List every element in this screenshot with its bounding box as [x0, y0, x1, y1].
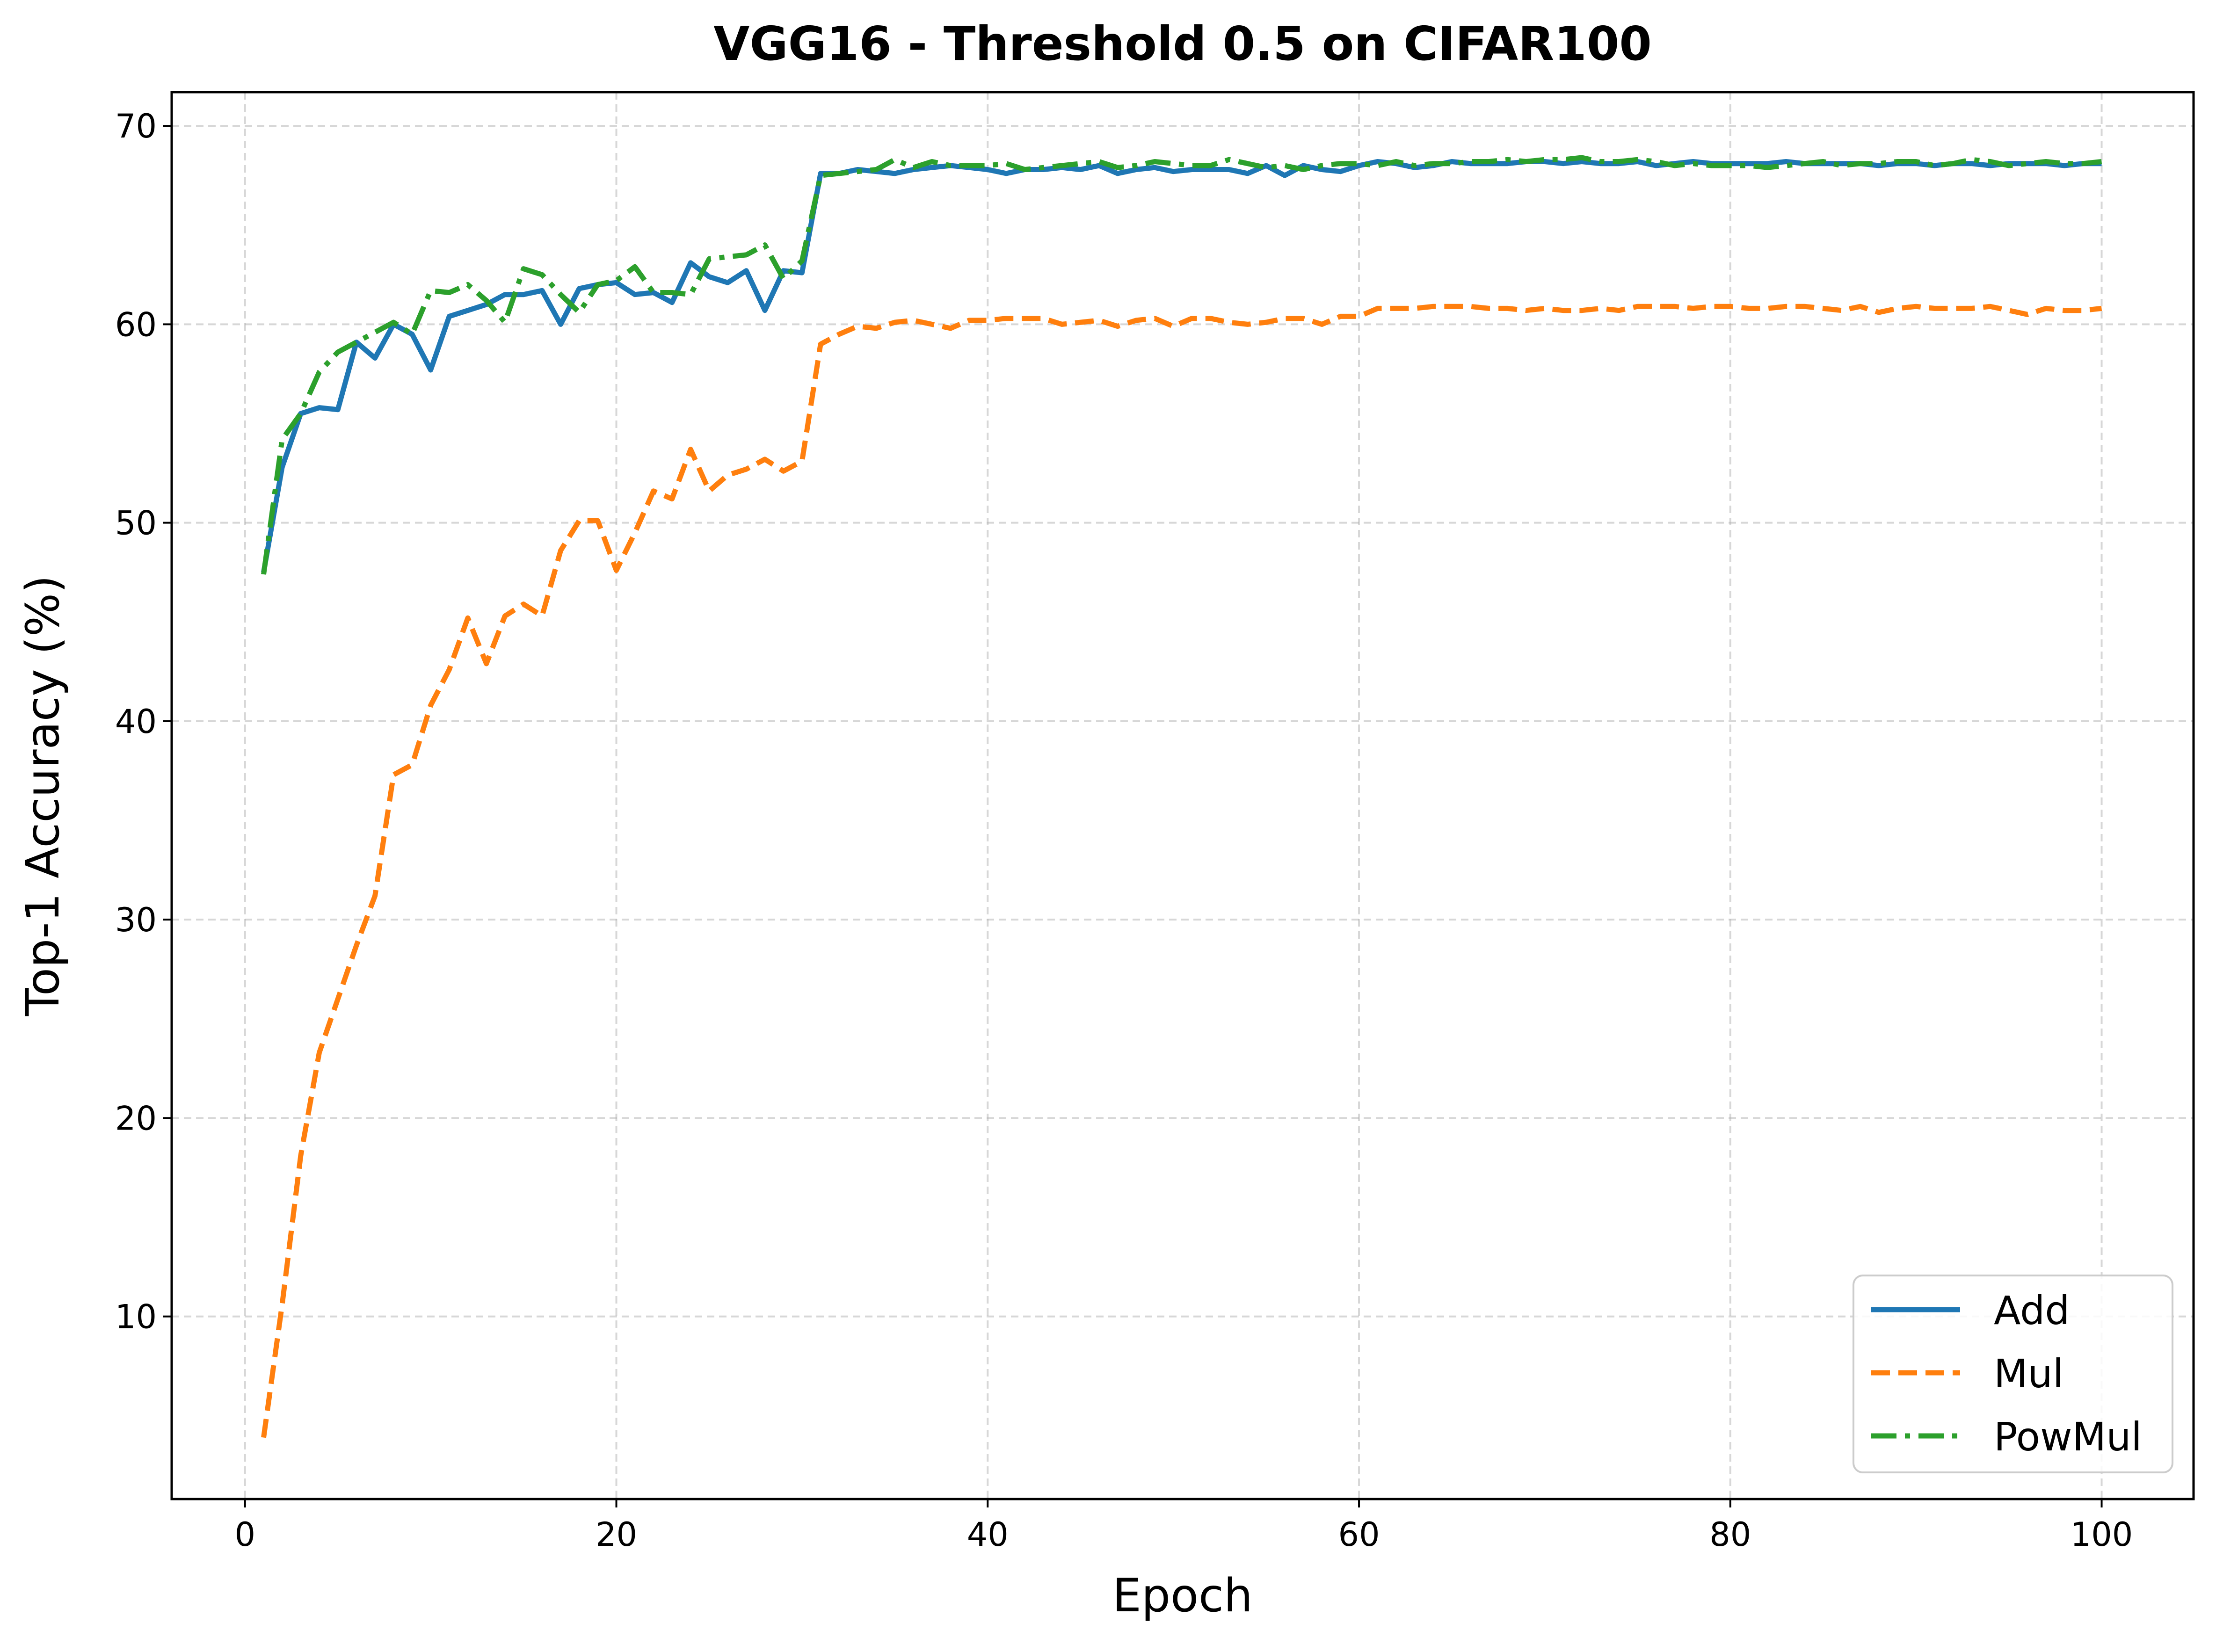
y-tick-label-20: 20: [115, 1099, 157, 1138]
y-tick-label-50: 50: [115, 504, 157, 543]
y-tick-label-10: 10: [115, 1298, 157, 1336]
legend-box: [1853, 1275, 2173, 1473]
legend: Add Mul PowMul: [1853, 1275, 2173, 1473]
legend-label-mul: Mul: [1994, 1351, 2063, 1397]
series-lines: [261, 155, 2102, 1438]
x-tick-label-100: 100: [2071, 1515, 2133, 1554]
x-tick-label-80: 80: [1709, 1515, 1751, 1554]
y-axis-label: Top-1 Accuracy (%): [16, 575, 70, 1016]
y-tick-label-30: 30: [115, 901, 157, 939]
y-tick-label-40: 40: [115, 703, 157, 741]
y-tick-label-60: 60: [115, 305, 157, 344]
x-tick-label-40: 40: [967, 1515, 1009, 1554]
y-tick-label-70: 70: [115, 107, 157, 145]
series-line-mul: [261, 304, 2102, 1438]
x-axis-label: Epoch: [1112, 1569, 1253, 1623]
legend-label-add: Add: [1994, 1288, 2070, 1333]
x-tick-label-20: 20: [596, 1515, 637, 1554]
x-tick-label-0: 0: [234, 1515, 255, 1554]
plot-frame: [170, 91, 2195, 1500]
x-axis: 0 20 40 60 80 100: [234, 1499, 2133, 1554]
chart-title: VGG16 - Threshold 0.5 on CIFAR100: [713, 16, 1652, 71]
grid: [172, 92, 2194, 1499]
y-axis: 10 20 30 40 50 60 70: [115, 107, 172, 1336]
series-line-powmul: [261, 155, 2102, 575]
x-tick-label-60: 60: [1338, 1515, 1380, 1554]
legend-label-powmul: PowMul: [1994, 1414, 2142, 1460]
